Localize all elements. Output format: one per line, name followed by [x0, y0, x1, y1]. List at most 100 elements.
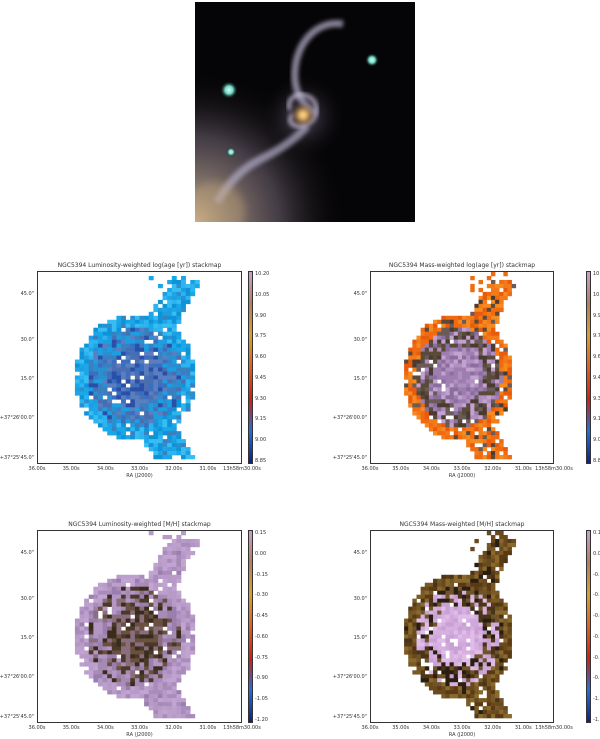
map-pixel: [111, 331, 117, 336]
map-pixel: [474, 586, 479, 591]
map-pixel: [462, 379, 467, 384]
map-pixel: [490, 574, 496, 580]
map-pixel: [404, 367, 409, 372]
map-pixel: [424, 622, 430, 627]
map-pixel: [428, 594, 434, 599]
map-pixel: [162, 411, 168, 416]
map-pixel: [167, 315, 173, 321]
map-pixel: [116, 339, 122, 344]
map-pixel: [499, 602, 504, 607]
map-pixel: [107, 395, 113, 400]
map-pixel: [171, 383, 177, 388]
map-pixel: [125, 367, 131, 372]
map-pixel: [482, 291, 488, 297]
map-pixel: [437, 622, 442, 627]
map-pixel: [148, 315, 154, 321]
map-pixel: [111, 411, 117, 416]
map-pixel: [449, 359, 455, 364]
map-pixel: [134, 630, 140, 635]
map-pixel: [162, 343, 168, 348]
map-pixel: [153, 315, 159, 321]
map-pixel: [148, 694, 154, 699]
map-pixel: [412, 626, 417, 631]
map-pixel: [167, 558, 173, 564]
map-pixel: [171, 323, 177, 329]
map-pixel: [470, 586, 475, 591]
map-pixel: [482, 670, 488, 675]
map-pixel: [97, 419, 103, 424]
map-pixel: [453, 610, 459, 615]
map-pixel: [412, 618, 417, 623]
map-pixel: [507, 614, 512, 619]
map-pixel: [462, 650, 467, 655]
map-pixel: [116, 379, 122, 384]
map-pixel: [171, 391, 177, 396]
map-pixel: [144, 630, 150, 635]
map-pixel: [474, 359, 479, 364]
map-pixel: [453, 662, 459, 667]
map-pixel: [490, 706, 496, 711]
map-pixel: [93, 678, 99, 683]
map-pixel: [181, 343, 186, 348]
map-pixel: [495, 399, 500, 404]
map-pixel: [474, 435, 479, 440]
map-pixel: [121, 431, 126, 436]
map-pixel: [441, 646, 446, 651]
map-pixel: [474, 375, 479, 380]
map-pixel: [416, 610, 421, 615]
map-pixel: [412, 395, 417, 400]
map-pixel: [102, 367, 108, 372]
map-pixel: [148, 379, 154, 384]
map-pixel: [162, 431, 168, 436]
map-pixel: [181, 387, 186, 392]
map-pixel: [412, 367, 417, 372]
map-pixel: [121, 395, 126, 400]
map-pixel: [181, 710, 186, 715]
map-pixel: [171, 606, 177, 611]
map-pixel: [457, 646, 463, 651]
map-pixel: [93, 638, 99, 643]
map-pixel: [176, 598, 182, 603]
map-pixel: [486, 686, 492, 691]
map-pixel: [93, 654, 99, 659]
map-pixel: [408, 371, 413, 376]
map-pixel: [470, 335, 475, 340]
map-pixel: [503, 359, 508, 364]
map-pixel: [97, 666, 103, 671]
map-pixel: [84, 614, 90, 619]
map-pixel: [190, 650, 196, 655]
map-pixel: [412, 662, 417, 667]
map-pixel: [157, 391, 163, 396]
map-pixel: [139, 407, 145, 412]
map-pixel: [79, 622, 85, 627]
map-pixel: [139, 327, 145, 332]
map-pixel: [130, 387, 136, 392]
map-pixel: [433, 682, 438, 687]
map-pixel: [121, 670, 126, 675]
map-pixel: [139, 598, 145, 603]
map-pixel: [171, 387, 177, 392]
map-pixel: [466, 443, 471, 448]
map-pixel: [84, 371, 90, 376]
map-pixel: [486, 455, 492, 460]
stackmap-frame: [37, 530, 242, 723]
map-pixel: [495, 371, 500, 376]
map-pixel: [424, 383, 430, 388]
map-pixel: [167, 331, 173, 336]
map-pixel: [412, 411, 417, 416]
map-pixel: [139, 666, 145, 671]
map-pixel: [428, 582, 434, 588]
map-pixel: [181, 291, 186, 297]
map-pixel: [176, 383, 182, 388]
colorbar: [248, 530, 253, 723]
map-pixel: [139, 690, 145, 695]
map-pixel: [503, 538, 508, 544]
map-pixel: [157, 710, 163, 715]
map-pixel: [474, 634, 479, 639]
map-pixel: [441, 339, 446, 344]
map-pixel: [478, 407, 483, 412]
map-pixel: [449, 658, 455, 663]
map-pixel: [445, 403, 450, 408]
map-pixel: [148, 578, 154, 584]
map-pixel: [176, 311, 182, 317]
